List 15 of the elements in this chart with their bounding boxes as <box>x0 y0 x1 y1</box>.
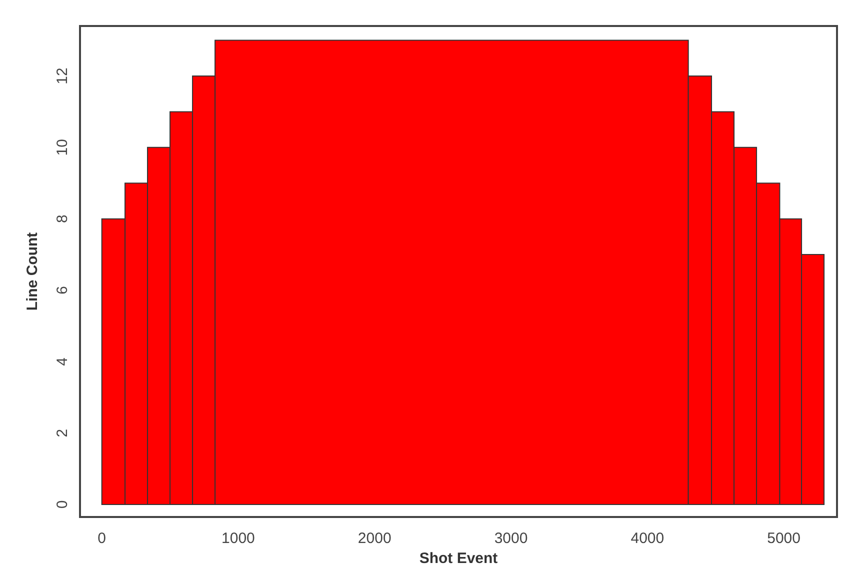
x-tick-label: 4000 <box>630 530 664 547</box>
y-tick-label: 4 <box>54 357 71 366</box>
y-tick-label: 12 <box>54 68 71 84</box>
x-tick-label: 5000 <box>767 530 800 547</box>
y-tick-label: 10 <box>54 139 71 156</box>
y-tick-label: 8 <box>54 214 71 223</box>
x-tick-label: 2000 <box>358 530 392 547</box>
y-axis-title: Line Count <box>24 232 41 311</box>
x-tick-label: 0 <box>98 530 106 547</box>
x-tick-label: 1000 <box>222 530 255 547</box>
y-tick-label: 2 <box>54 428 71 438</box>
x-axis-title: Shot Event <box>419 550 498 567</box>
x-tick-label: 3000 <box>494 530 528 547</box>
y-tick-label: 0 <box>54 500 71 509</box>
y-tick-label: 6 <box>54 286 71 294</box>
